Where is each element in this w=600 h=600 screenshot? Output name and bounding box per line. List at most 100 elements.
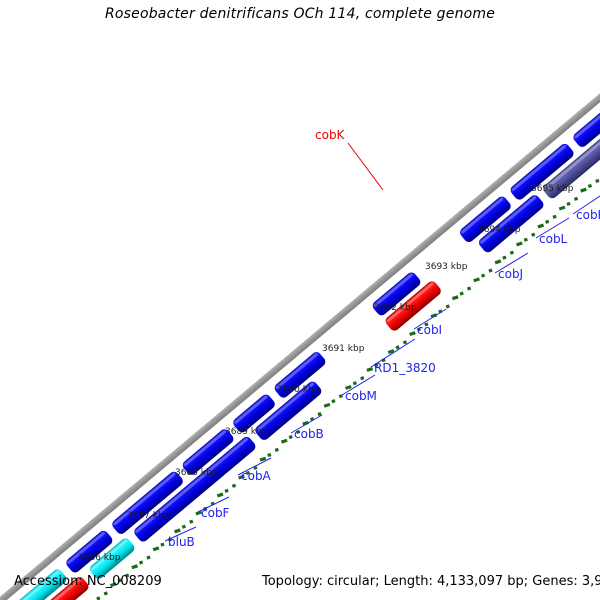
- gene-feature[interactable]: [181, 427, 236, 477]
- gene-body[interactable]: [541, 134, 600, 200]
- gene-feature[interactable]: [88, 536, 137, 580]
- gc-dot: [245, 470, 251, 475]
- gene-feature[interactable]: [253, 380, 323, 442]
- gc-dot: [131, 564, 139, 570]
- gene-body[interactable]: [88, 536, 137, 580]
- gene-label[interactable]: cobL: [539, 232, 568, 246]
- gene-label[interactable]: cobF: [201, 506, 230, 520]
- ruler-tick-labels: 3686 kbp 3687 kbp 3688 kbp 3689 kbp 3690 kbp…: [78, 184, 574, 563]
- gc-dot: [181, 524, 186, 529]
- gc-dot: [516, 241, 523, 247]
- gene-body[interactable]: [231, 393, 277, 435]
- gene-label-layer[interactable]: bluB cobF cobA cobB cobM RD1_3820 cobI cobJ cobL…: [164, 128, 600, 549]
- gene-body[interactable]: [253, 380, 323, 442]
- gene-body[interactable]: [64, 529, 114, 575]
- gene-feature[interactable]: [273, 350, 328, 400]
- gene-label[interactable]: cobA: [241, 469, 272, 483]
- gene-feature[interactable]: [6, 567, 68, 600]
- gc-dot: [96, 596, 101, 600]
- gene-label-leader: [237, 457, 272, 476]
- gene-label[interactable]: RD1_3820: [374, 361, 436, 375]
- gene-feature[interactable]: [132, 435, 257, 544]
- gene-label[interactable]: cobJ: [498, 267, 523, 281]
- status-bar: Accession: NC_008209 Topology: circular;…: [0, 574, 600, 594]
- gene-label-leader: [347, 142, 384, 191]
- accession-text: Accession: NC_008209: [14, 574, 162, 589]
- gene-body[interactable]: [19, 575, 91, 600]
- gene-label-leader: [370, 338, 416, 368]
- gene-feature[interactable]: [231, 393, 277, 435]
- gene-label[interactable]: cobB: [294, 427, 324, 441]
- gc-dot: [267, 452, 272, 457]
- gene-body[interactable]: [181, 427, 236, 477]
- gene-label-leader: [197, 496, 230, 513]
- ruler-tick-label: 3688 kbp: [175, 468, 218, 478]
- gc-dot: [280, 438, 288, 444]
- gc-dot: [317, 412, 322, 417]
- gene-feature[interactable]: [571, 88, 600, 149]
- gene-body[interactable]: [371, 270, 423, 317]
- gene-label-leader: [290, 414, 323, 434]
- gene-label-leader: [341, 374, 376, 396]
- gc-dot: [494, 259, 502, 265]
- gene-body[interactable]: [6, 567, 68, 600]
- gc-dot: [160, 542, 165, 547]
- gene-body[interactable]: [273, 350, 328, 400]
- gene-feature-layer[interactable]: [6, 81, 600, 600]
- gene-label[interactable]: cobH: [576, 208, 600, 222]
- gene-feature[interactable]: [509, 142, 576, 202]
- gc-dot: [416, 327, 422, 332]
- gene-label[interactable]: cobI: [417, 323, 442, 337]
- gene-highlight: [275, 353, 318, 389]
- gene-body[interactable]: [110, 470, 185, 536]
- gc-dot: [345, 384, 352, 390]
- gc-dot: [451, 295, 459, 301]
- gene-body[interactable]: [509, 142, 576, 202]
- gene-highlight: [480, 196, 536, 244]
- gene-body[interactable]: [458, 195, 513, 245]
- gene-feature[interactable]: [110, 470, 185, 536]
- ruler-tick-label: 3686 kbp: [78, 553, 121, 563]
- gc-dot: [146, 555, 151, 560]
- gene-body[interactable]: [132, 435, 257, 544]
- gc-dot: [103, 591, 108, 596]
- gene-label-leader: [164, 526, 197, 542]
- gene-feature[interactable]: [19, 575, 91, 600]
- gene-feature[interactable]: [541, 134, 600, 200]
- ruler-tick-label: 3694 kbp: [478, 225, 521, 235]
- gene-label-leader: [535, 217, 570, 239]
- gc-dot: [231, 483, 237, 488]
- genome-backbone: [0, 31, 600, 600]
- gene-feature[interactable]: [477, 193, 546, 254]
- gc-dot: [352, 381, 357, 386]
- gene-highlight: [234, 395, 268, 424]
- gc-dot: [109, 582, 117, 588]
- gene-feature[interactable]: [458, 195, 513, 245]
- gc-dot: [238, 474, 245, 480]
- gc-dot: [509, 250, 514, 255]
- gc-dot: [387, 349, 395, 354]
- ruler-tick-label: 3691 kbp: [322, 344, 365, 354]
- gene-body[interactable]: [571, 88, 600, 149]
- gene-label[interactable]: bluB: [168, 535, 195, 549]
- gc-dot: [467, 286, 472, 291]
- gc-dot: [125, 573, 130, 578]
- gc-dot: [473, 277, 480, 283]
- gene-feature[interactable]: [371, 270, 423, 317]
- gene-feature[interactable]: [384, 279, 443, 332]
- gene-label[interactable]: cobM: [345, 389, 377, 403]
- gene-highlight: [9, 570, 59, 600]
- gc-dot: [302, 420, 309, 426]
- gc-dot: [409, 331, 416, 337]
- gc-dot: [595, 178, 600, 183]
- gc-dot: [259, 456, 267, 462]
- gc-dot: [488, 268, 493, 273]
- gene-body[interactable]: [477, 193, 546, 254]
- gene-feature[interactable]: [64, 529, 114, 575]
- gene-body[interactable]: [384, 279, 443, 332]
- gc-dot: [395, 345, 400, 350]
- topology-text: Topology: circular; Length: 4,133,097 bp…: [262, 574, 600, 589]
- gc-dot: [566, 201, 571, 206]
- gene-label[interactable]: cobK: [315, 128, 346, 142]
